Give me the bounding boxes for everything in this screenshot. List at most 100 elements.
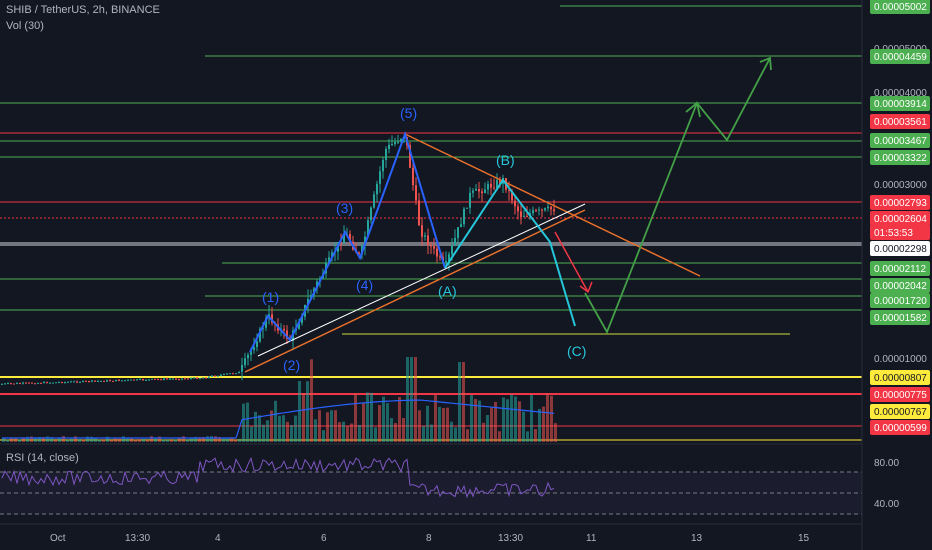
price-tag: 0.00000599 <box>870 420 930 435</box>
volume-bar <box>30 436 33 442</box>
volume-bar <box>22 437 25 442</box>
volume-bar <box>458 362 461 442</box>
candle-body <box>19 383 21 385</box>
symbol-title[interactable]: SHIB / TetherUS, 2h, BINANCE <box>6 4 160 16</box>
svg-text:0.00000599: 0.00000599 <box>874 423 927 434</box>
candle-body <box>121 380 123 382</box>
candle-body <box>226 373 228 375</box>
candle-body <box>424 235 426 237</box>
volume-bar <box>242 403 245 442</box>
candle-body <box>523 215 525 217</box>
candle-body <box>550 206 552 210</box>
volume-bar <box>10 437 13 442</box>
candle-body <box>391 144 393 146</box>
volume-bar <box>434 394 437 442</box>
candle-body <box>211 375 213 377</box>
volume-bar <box>362 402 365 442</box>
corrective-wave <box>444 178 576 327</box>
candle-body <box>520 211 522 217</box>
volume-bar <box>346 426 349 442</box>
candle-body <box>61 382 63 384</box>
volume-bar <box>302 393 305 442</box>
volume-bar <box>446 407 449 442</box>
volume-bar <box>482 422 485 442</box>
volume-bar <box>58 437 61 442</box>
volume-ma-line <box>2 399 555 439</box>
volume-bar <box>106 436 109 442</box>
candle-body <box>175 378 177 380</box>
candle-body <box>373 194 375 208</box>
price-tag: 0.00002793 <box>870 195 930 210</box>
volume-bar <box>14 438 17 442</box>
candle-body <box>28 382 30 384</box>
candle-body <box>151 378 153 380</box>
time-tick-8: 8 <box>426 533 432 544</box>
candle-body <box>190 378 192 380</box>
price-tag: 0.00003467 <box>870 133 930 148</box>
volume-bar <box>498 431 501 442</box>
volume-legend[interactable]: Vol (30) <box>6 20 44 32</box>
price-tag: 0.00002298 <box>870 241 930 256</box>
candle-body <box>232 373 234 375</box>
candle-body <box>538 209 540 211</box>
svg-text:0.00000807: 0.00000807 <box>874 373 927 384</box>
volume-bar <box>438 406 441 442</box>
candle-body <box>286 330 288 339</box>
candle-body <box>490 183 492 188</box>
candle-body <box>91 380 93 382</box>
volume-bar <box>398 397 401 442</box>
volume-bar <box>350 423 353 442</box>
candle-body <box>67 381 69 383</box>
time-tick-13: 13 <box>691 533 703 544</box>
candle-body <box>214 375 216 377</box>
candle-body <box>484 189 486 194</box>
candle-body <box>133 379 135 381</box>
volume-bar <box>426 405 429 442</box>
volume-bar <box>470 395 473 442</box>
candle-body <box>427 235 429 246</box>
candle-body <box>400 139 402 142</box>
time-tick-15: 15 <box>798 533 810 544</box>
candle-body <box>265 318 267 328</box>
volume-bar <box>50 437 53 442</box>
volume-bar <box>286 421 289 442</box>
volume-bar <box>222 438 225 442</box>
wave-label-2: (2) <box>283 357 300 373</box>
candle-body <box>517 206 519 212</box>
price-tag: 0.00000807 <box>870 370 930 385</box>
candle-body <box>229 373 231 375</box>
volume-bar <box>490 407 493 442</box>
volume-bar <box>6 439 9 442</box>
volume-bar <box>342 421 345 442</box>
volume-bar <box>94 437 97 442</box>
candle-body <box>118 379 120 381</box>
candle-body <box>157 379 159 381</box>
candle-body <box>34 383 36 385</box>
candle-body <box>88 380 90 382</box>
volume-bar <box>130 438 133 442</box>
candle-body <box>124 380 126 382</box>
time-tick-4: 4 <box>215 533 221 544</box>
volume-bar <box>18 439 21 442</box>
candle-body <box>94 380 96 382</box>
volume-bar <box>134 439 137 442</box>
candle-body <box>43 382 45 384</box>
volume-bar <box>410 357 413 442</box>
volume-bar <box>422 426 425 442</box>
candle-body <box>451 245 453 255</box>
candle-body <box>217 375 219 377</box>
candle-body <box>64 382 66 384</box>
candle-body <box>547 206 549 209</box>
candle-body <box>79 381 81 383</box>
svg-text:0.00002793: 0.00002793 <box>874 198 927 209</box>
volume-bar <box>174 439 177 442</box>
volume-bar <box>218 436 221 442</box>
candle-body <box>541 209 543 211</box>
volume-bar <box>110 439 113 442</box>
rsi-legend[interactable]: RSI (14, close) <box>6 452 79 464</box>
candle-body <box>49 382 51 384</box>
candle-body <box>469 192 471 208</box>
volume-bar <box>62 436 65 442</box>
candle-body <box>241 365 243 372</box>
